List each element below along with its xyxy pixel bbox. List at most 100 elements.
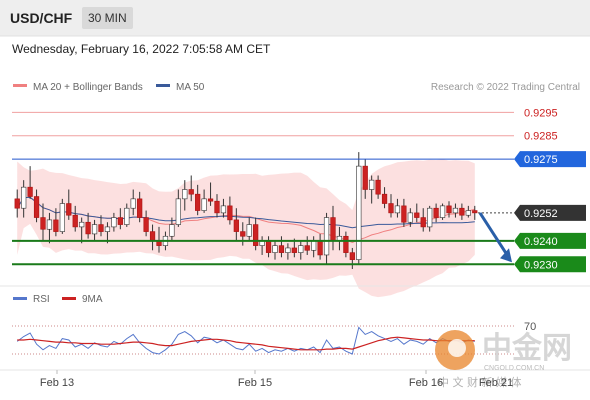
- candle: [401, 198, 407, 227]
- legend-rsi: RSI: [13, 294, 50, 305]
- rsi-tick-70: 70: [524, 321, 536, 333]
- candle: [381, 187, 388, 209]
- candle: [407, 208, 413, 227]
- x-tick-label: Feb 21: [479, 377, 513, 389]
- candle: [272, 240, 278, 260]
- level-label: 0.9252: [524, 208, 558, 220]
- candle: [439, 203, 446, 220]
- candle: [465, 205, 471, 218]
- timeframe-button[interactable]: 30 MIN: [82, 7, 133, 29]
- svg-text:MA 50: MA 50: [176, 82, 205, 93]
- candle: [459, 203, 465, 220]
- rsi-9ma-line: [17, 336, 475, 351]
- legend-ma50: MA 50: [156, 82, 205, 93]
- candle: [33, 189, 40, 223]
- candle: [394, 198, 401, 218]
- candle: [253, 217, 259, 251]
- candle: [130, 189, 136, 216]
- level-label: 0.9230: [524, 259, 558, 271]
- watermark-tagline: 中 文 财 新 媒 体: [438, 375, 521, 389]
- candle: [420, 208, 426, 232]
- candle: [104, 222, 111, 244]
- level-0-9230: 0.9230: [12, 256, 586, 273]
- candle: [182, 180, 188, 211]
- candle: [472, 205, 478, 220]
- ma50-line: [16, 196, 475, 229]
- candle: [349, 247, 355, 269]
- x-axis: Feb 13 Feb 15 Feb 16 Feb 21: [40, 370, 513, 389]
- candle: [188, 175, 194, 202]
- candle: [98, 215, 104, 237]
- level-0-9240: 0.9240: [12, 232, 586, 249]
- candle: [40, 203, 46, 241]
- candle: [452, 203, 459, 218]
- candle: [14, 189, 20, 218]
- candle: [91, 219, 98, 241]
- candle: [111, 212, 117, 232]
- candle: [53, 208, 59, 237]
- candle: [27, 166, 33, 199]
- level-label: 0.9295: [524, 107, 558, 119]
- x-tick-label: Feb 15: [238, 377, 272, 389]
- candle: [207, 182, 214, 206]
- candle: [143, 210, 149, 237]
- level-label: 0.9240: [524, 236, 558, 248]
- candle: [369, 175, 375, 204]
- candle: [72, 205, 78, 232]
- candle: [356, 152, 362, 265]
- candle: [446, 201, 452, 218]
- candle: [298, 240, 304, 260]
- candlesticks: [14, 152, 478, 269]
- x-tick-label: Feb 13: [40, 377, 74, 389]
- candle: [343, 231, 349, 258]
- level-0-9295: 0.9295: [12, 107, 558, 119]
- candle: [375, 175, 381, 199]
- candle: [220, 198, 227, 218]
- candle: [304, 236, 310, 255]
- candle: [201, 189, 207, 213]
- svg-text:9MA: 9MA: [82, 294, 103, 305]
- chart-header: USD/CHF 30 MIN: [0, 0, 590, 36]
- forecast-arrow: [478, 212, 512, 263]
- level-label: 0.9285: [524, 131, 558, 143]
- candle: [414, 203, 420, 223]
- candle: [433, 203, 439, 223]
- candle: [195, 184, 201, 216]
- legend-9ma: 9MA: [62, 294, 103, 305]
- svg-text:RSI: RSI: [33, 294, 50, 305]
- candle: [175, 189, 181, 227]
- candle: [117, 208, 123, 230]
- candle: [214, 194, 220, 218]
- legend-ma20: MA 20 + Bollinger Bands: [13, 82, 143, 93]
- svg-text:MA 20 + Bollinger Bands: MA 20 + Bollinger Bands: [33, 82, 143, 93]
- datetime-label: Wednesday, February 16, 2022 7:05:58 AM …: [12, 42, 271, 56]
- level-label: 0.9275: [524, 154, 558, 166]
- level-0-9285: 0.9285: [12, 131, 558, 143]
- watermark-url: CNGOLD.COM.CN: [484, 365, 544, 372]
- candle: [362, 159, 368, 199]
- candle: [46, 212, 53, 244]
- rsi-panel: RSI 9MA 70: [12, 294, 536, 355]
- x-tick-label: Feb 16: [409, 377, 443, 389]
- candle: [278, 236, 285, 258]
- candle: [285, 243, 291, 260]
- candle: [323, 212, 330, 265]
- research-credit: Research © 2022 Trading Central: [431, 82, 580, 93]
- candle: [233, 208, 239, 241]
- candle: [427, 205, 433, 232]
- rsi-line: [16, 326, 475, 355]
- candle: [21, 180, 27, 218]
- level-0-9275: 0.9275: [12, 151, 586, 168]
- candle: [388, 194, 394, 218]
- candle: [66, 189, 72, 220]
- candle: [85, 212, 91, 239]
- watermark-brand: 中金网: [482, 331, 572, 366]
- candle: [227, 196, 233, 225]
- candle: [137, 191, 143, 223]
- candle: [79, 217, 85, 244]
- level-0-9252: 0.9252: [478, 204, 586, 221]
- candle: [59, 198, 65, 234]
- candle: [246, 217, 252, 241]
